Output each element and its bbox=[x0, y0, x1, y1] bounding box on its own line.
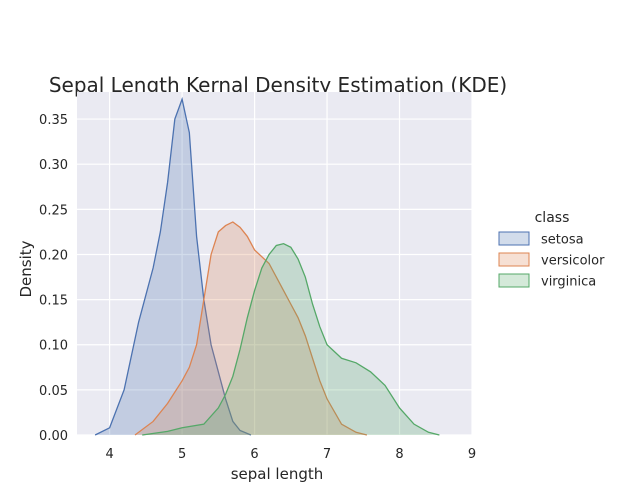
x-tick-label: 7 bbox=[323, 447, 331, 462]
x-tick-label: 5 bbox=[178, 447, 186, 462]
y-tick-label: 0.05 bbox=[39, 384, 68, 399]
density-areas bbox=[94, 96, 440, 436]
legend-title: class bbox=[535, 210, 570, 226]
x-tick-label: 9 bbox=[468, 447, 476, 462]
density-area-versicolor bbox=[134, 221, 367, 435]
y-tick-label: 0.35 bbox=[39, 113, 68, 128]
y-tick-label: 0.30 bbox=[39, 158, 68, 173]
legend-label-versicolor: versicolor bbox=[541, 254, 605, 269]
x-tick-label: 6 bbox=[250, 447, 258, 462]
density-line-virginica bbox=[142, 242, 440, 436]
x-tick-label: 4 bbox=[105, 447, 113, 462]
legend-swatch-virginica bbox=[498, 273, 530, 288]
grid-lines bbox=[77, 92, 473, 436]
y-tick-label: 0.15 bbox=[39, 294, 68, 309]
density-area-virginica bbox=[142, 243, 440, 435]
density-line-versicolor bbox=[134, 221, 368, 436]
legend-label-virginica: virginica bbox=[541, 275, 596, 290]
x-axis-ticks: 4 5 6 7 8 9 bbox=[105, 447, 476, 462]
y-axis-label: Density bbox=[17, 240, 35, 297]
legend-swatch-versicolor bbox=[498, 252, 530, 267]
legend-swatch-setosa bbox=[498, 231, 530, 246]
legend: class setosa versicolor virginica bbox=[498, 210, 605, 290]
y-tick-label: 0.25 bbox=[39, 203, 68, 218]
density-area-setosa bbox=[95, 99, 251, 435]
y-tick-label: 0.10 bbox=[39, 339, 68, 354]
y-tick-label: 0.00 bbox=[39, 429, 68, 444]
y-tick-label: 0.20 bbox=[39, 248, 68, 263]
legend-label-setosa: setosa bbox=[541, 233, 584, 248]
plot-area bbox=[77, 92, 472, 435]
density-line-setosa bbox=[94, 96, 252, 436]
y-axis-ticks: 0.00 0.05 0.10 0.15 0.20 0.25 0.30 0.35 bbox=[39, 113, 68, 444]
x-tick-label: 8 bbox=[395, 447, 403, 462]
x-axis-label: sepal length bbox=[231, 465, 324, 483]
